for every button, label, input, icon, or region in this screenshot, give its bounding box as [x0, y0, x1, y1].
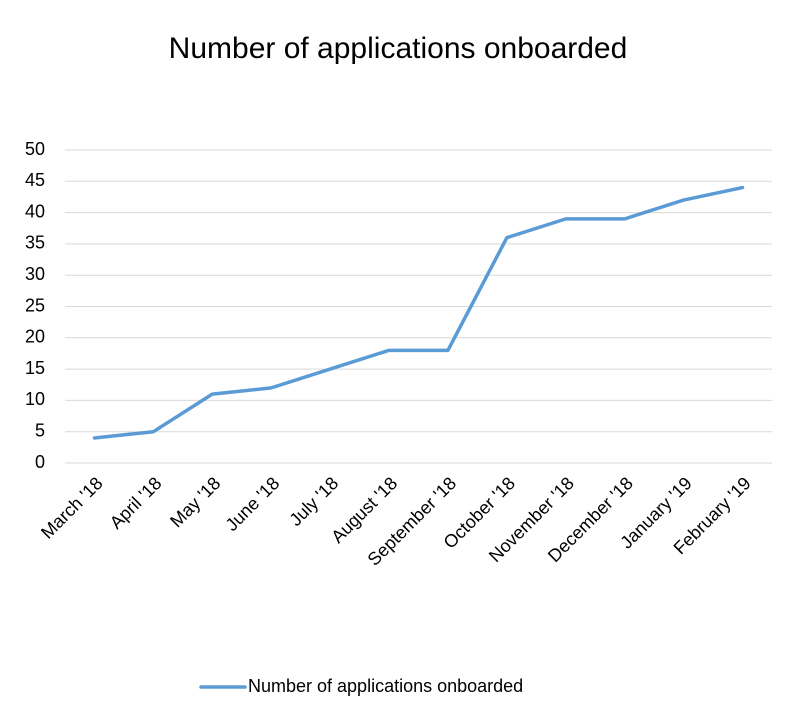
y-tick-label: 35 — [25, 233, 45, 253]
x-tick-label: July '18 — [285, 473, 342, 530]
y-tick-label: 50 — [25, 139, 45, 159]
y-tick-label: 30 — [25, 264, 45, 284]
x-tick-label: March '18 — [37, 473, 107, 543]
y-tick-label: 20 — [25, 327, 45, 347]
x-tick-label: April '18 — [106, 473, 166, 533]
y-tick-label: 5 — [35, 420, 45, 440]
chart-title: Number of applications onboarded — [169, 32, 628, 65]
y-tick-label: 45 — [25, 170, 45, 190]
y-tick-label: 10 — [25, 389, 45, 409]
legend-label: Number of applications onboarded — [248, 676, 523, 696]
data-line — [92, 185, 745, 440]
y-tick-label: 0 — [35, 452, 45, 472]
y-tick-label: 15 — [25, 358, 45, 378]
x-tick-label: June '18 — [222, 473, 284, 535]
y-tick-label: 40 — [25, 201, 45, 221]
x-tick-label: May '18 — [166, 473, 224, 531]
y-tick-label: 25 — [25, 295, 45, 315]
